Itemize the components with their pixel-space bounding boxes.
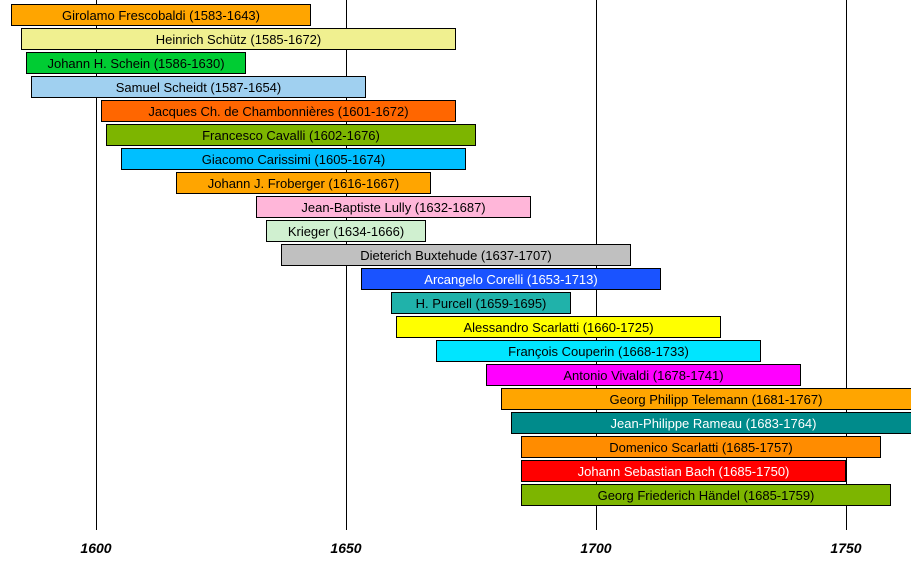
timeline-bar-label: Georg Friederich Händel (1685-1759) — [598, 488, 815, 503]
timeline-bar: François Couperin (1668-1733) — [436, 340, 761, 362]
timeline-bar-label: Johann H. Schein (1586-1630) — [47, 56, 224, 71]
timeline-bar-label: Johann Sebastian Bach (1685-1750) — [578, 464, 790, 479]
timeline-bar-label: Girolamo Frescobaldi (1583-1643) — [62, 8, 260, 23]
timeline-bar: Georg Philipp Telemann (1681-1767) — [501, 388, 911, 410]
timeline-bar: Krieger (1634-1666) — [266, 220, 426, 242]
timeline-bar: Georg Friederich Händel (1685-1759) — [521, 484, 891, 506]
axis-label: 1700 — [580, 540, 611, 556]
timeline-bar: Domenico Scarlatti (1685-1757) — [521, 436, 881, 458]
timeline-bar-label: Domenico Scarlatti (1685-1757) — [609, 440, 793, 455]
composer-timeline-chart: 1600 1650 1700 1750 Girolamo Frescobaldi (15… — [0, 0, 911, 564]
timeline-bar-label: Jacques Ch. de Chambonnières (1601-1672) — [148, 104, 408, 119]
timeline-bar: Johann H. Schein (1586-1630) — [26, 52, 246, 74]
axis-label: 1600 — [80, 540, 111, 556]
timeline-bar: Heinrich Schütz (1585-1672) — [21, 28, 456, 50]
timeline-bar: H. Purcell (1659-1695) — [391, 292, 571, 314]
timeline-bar: Jacques Ch. de Chambonnières (1601-1672) — [101, 100, 456, 122]
timeline-bar: Francesco Cavalli (1602-1676) — [106, 124, 476, 146]
timeline-bar: Antonio Vivaldi (1678-1741) — [486, 364, 801, 386]
axis-label: 1750 — [830, 540, 861, 556]
timeline-bar: Jean-Philippe Rameau (1683-1764) — [511, 412, 911, 434]
timeline-bar: Alessandro Scarlatti (1660-1725) — [396, 316, 721, 338]
timeline-bar: Arcangelo Corelli (1653-1713) — [361, 268, 661, 290]
timeline-bar-label: Jean-Baptiste Lully (1632-1687) — [301, 200, 485, 215]
timeline-bar-label: Antonio Vivaldi (1678-1741) — [563, 368, 723, 383]
timeline-bar: Giacomo Carissimi (1605-1674) — [121, 148, 466, 170]
timeline-bar-label: Johann J. Froberger (1616-1667) — [208, 176, 400, 191]
timeline-bar-label: Heinrich Schütz (1585-1672) — [156, 32, 321, 47]
timeline-bar-label: Francesco Cavalli (1602-1676) — [202, 128, 380, 143]
timeline-bar: Johann J. Froberger (1616-1667) — [176, 172, 431, 194]
timeline-bar: Samuel Scheidt (1587-1654) — [31, 76, 366, 98]
timeline-bar: Johann Sebastian Bach (1685-1750) — [521, 460, 846, 482]
timeline-bar-label: François Couperin (1668-1733) — [508, 344, 689, 359]
timeline-bar: Jean-Baptiste Lully (1632-1687) — [256, 196, 531, 218]
timeline-bar: Girolamo Frescobaldi (1583-1643) — [11, 4, 311, 26]
timeline-bar-label: Jean-Philippe Rameau (1683-1764) — [611, 416, 817, 431]
timeline-bar-label: Dieterich Buxtehude (1637-1707) — [360, 248, 552, 263]
timeline-bar-label: H. Purcell (1659-1695) — [416, 296, 547, 311]
timeline-bar-label: Giacomo Carissimi (1605-1674) — [202, 152, 386, 167]
timeline-bar-label: Krieger (1634-1666) — [288, 224, 404, 239]
timeline-bar-label: Arcangelo Corelli (1653-1713) — [424, 272, 597, 287]
timeline-bar-label: Alessandro Scarlatti (1660-1725) — [463, 320, 653, 335]
axis-label: 1650 — [330, 540, 361, 556]
timeline-bar-label: Samuel Scheidt (1587-1654) — [116, 80, 282, 95]
timeline-bar-label: Georg Philipp Telemann (1681-1767) — [610, 392, 823, 407]
timeline-bar: Dieterich Buxtehude (1637-1707) — [281, 244, 631, 266]
